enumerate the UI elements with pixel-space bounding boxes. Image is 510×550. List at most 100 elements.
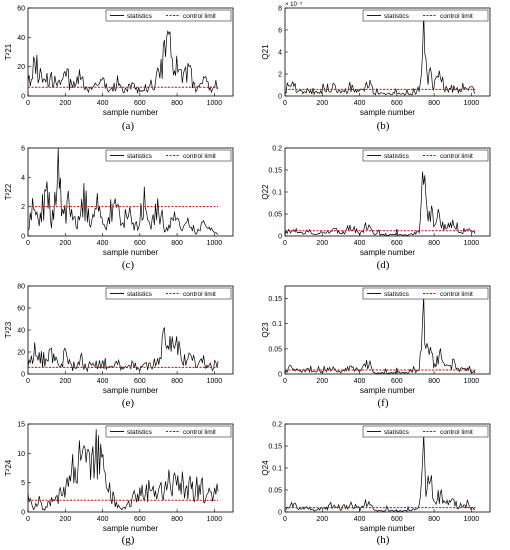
y-tick-label-g-2: 10 (17, 451, 25, 458)
legend-label-statistics-c: statistics (127, 153, 153, 160)
y-scale-note-b: × 10⁻³ (285, 2, 302, 8)
x-tick-label-c-2: 400 (97, 240, 109, 247)
y-tick-label-c-1: 2 (21, 204, 25, 211)
x-tick-label-b-5: 1000 (464, 100, 480, 107)
x-tick-label-f-3: 600 (391, 378, 403, 385)
chart-f: 0 200 400 600 800 1000 0 0.05 0.1 0.15 sample numb… (261, 285, 491, 395)
x-tick-label-a-4: 800 (171, 100, 183, 107)
panel-label-d: (d) (376, 259, 390, 271)
series-statistics-h (284, 434, 476, 512)
x-tick-label-f-4: 800 (428, 378, 440, 385)
y-axis-label-d: Q22 (261, 184, 270, 200)
legend-label-control-limit-f: control limit (440, 291, 473, 298)
series-statistics-d (284, 171, 476, 237)
y-tick-label-h-2: 0.1 (272, 466, 282, 473)
plot-area-d (284, 147, 491, 237)
y-tick-label-d-2: 0.1 (272, 190, 282, 197)
plot-area-c (27, 147, 234, 237)
legend-label-control-limit-a: control limit (183, 13, 216, 20)
x-tick-label-c-5: 1000 (207, 240, 223, 247)
y-tick-label-b-3: 6 (278, 28, 282, 35)
y-tick-label-e-3: 60 (17, 306, 25, 313)
legend-label-control-limit-b: control limit (440, 13, 473, 20)
y-axis-label-e: T²23 (4, 321, 13, 338)
x-axis-label-c: sample number (103, 248, 158, 257)
legend-box-a (105, 9, 232, 22)
y-tick-label-c-3: 6 (21, 146, 25, 153)
x-tick-label-a-3: 600 (134, 100, 146, 107)
legend-box-e (105, 287, 232, 300)
x-tick-label-d-4: 800 (428, 240, 440, 247)
chart-e: 0 200 400 600 800 1000 0 20 40 60 80 sample number T… (4, 284, 234, 395)
x-tick-label-h-0: 0 (283, 516, 287, 523)
y-axis-label-c: T²22 (4, 183, 13, 200)
legend-label-statistics-h: statistics (384, 429, 410, 436)
y-tick-label-g-0: 0 (21, 510, 25, 517)
chart-h: 0 200 400 600 800 1000 0 0.05 0.1 0.15 0.2 sample n… (261, 422, 491, 533)
series-statistics-a (27, 30, 219, 94)
x-axis-label-e: sample number (103, 386, 158, 395)
y-axis-label-a: T²21 (4, 43, 13, 60)
y-tick-label-b-0: 0 (278, 94, 282, 101)
legend-label-control-limit-e: control limit (183, 291, 216, 298)
y-tick-label-e-1: 20 (17, 350, 25, 357)
legend-label-control-limit-h: control limit (440, 429, 473, 436)
x-tick-label-b-3: 600 (391, 100, 403, 107)
x-axis-label-h: sample number (360, 524, 415, 533)
y-tick-label-d-3: 0.15 (268, 168, 282, 175)
y-axis-label-b: Q21 (261, 44, 270, 60)
y-tick-label-d-4: 0.2 (272, 146, 282, 153)
y-tick-label-d-0: 0 (278, 234, 282, 241)
x-tick-label-e-0: 0 (26, 378, 30, 385)
y-tick-label-h-0: 0 (278, 510, 282, 517)
x-axis-label-d: sample number (360, 248, 415, 257)
x-tick-label-a-0: 0 (26, 100, 30, 107)
plot-area-e (27, 285, 234, 375)
y-tick-label-a-0: 0 (21, 94, 25, 101)
x-tick-label-g-5: 1000 (207, 516, 223, 523)
y-tick-label-f-0: 0 (278, 372, 282, 379)
y-axis-label-h: Q24 (261, 460, 270, 476)
chart-a: 0 200 400 600 800 1000 0 20 40 60 sample number T²2… (4, 6, 234, 117)
legend-label-statistics-b: statistics (384, 13, 410, 20)
legend-label-statistics-d: statistics (384, 153, 410, 160)
y-tick-label-g-1: 5 (21, 480, 25, 487)
x-tick-label-g-4: 800 (171, 516, 183, 523)
x-tick-label-g-2: 400 (97, 516, 109, 523)
chart-d: 0 200 400 600 800 1000 0 0.05 0.1 0.15 0.2 sample n… (261, 146, 491, 257)
y-tick-label-f-3: 0.15 (268, 296, 282, 303)
panel-label-f: (f) (377, 397, 389, 409)
y-tick-label-h-1: 0.05 (268, 488, 282, 495)
y-tick-label-c-0: 0 (21, 234, 25, 241)
x-tick-label-a-1: 200 (59, 100, 71, 107)
chart-g: 0 200 400 600 800 1000 0 5 10 15 sample number T²24… (4, 422, 234, 533)
chart-b: 0 200 400 600 800 1000 0 2 4 6 8× 10⁻³ sample numbe… (261, 2, 491, 117)
panel-label-g: (g) (121, 534, 135, 546)
x-tick-label-h-4: 800 (428, 516, 440, 523)
x-tick-label-e-4: 800 (171, 378, 183, 385)
legend-label-control-limit-d: control limit (440, 153, 473, 160)
legend-box-b (362, 9, 489, 22)
panel-label-h: (h) (376, 534, 390, 546)
legend-label-control-limit-c: control limit (183, 153, 216, 160)
y-tick-label-h-3: 0.15 (268, 444, 282, 451)
legend-box-f (362, 287, 489, 300)
x-tick-label-g-1: 200 (59, 516, 71, 523)
x-axis-label-g: sample number (103, 524, 158, 533)
x-tick-label-c-0: 0 (26, 240, 30, 247)
x-tick-label-a-5: 1000 (207, 100, 223, 107)
plot-area-f (284, 285, 491, 375)
y-axis-label-f: Q23 (261, 322, 270, 338)
x-axis-label-a: sample number (103, 108, 158, 117)
x-tick-label-d-0: 0 (283, 240, 287, 247)
y-axis-label-g: T²24 (4, 459, 13, 476)
y-tick-label-e-4: 80 (17, 284, 25, 291)
panel-label-e: (e) (121, 397, 135, 409)
x-tick-label-b-1: 200 (316, 100, 328, 107)
chart-c: 0 200 400 600 800 1000 0 2 4 6 sample number T²22 st… (4, 146, 234, 257)
y-tick-label-a-1: 20 (17, 64, 25, 71)
y-tick-label-c-2: 4 (21, 175, 25, 182)
y-tick-label-b-4: 8 (278, 6, 282, 13)
x-tick-label-h-2: 400 (354, 516, 366, 523)
